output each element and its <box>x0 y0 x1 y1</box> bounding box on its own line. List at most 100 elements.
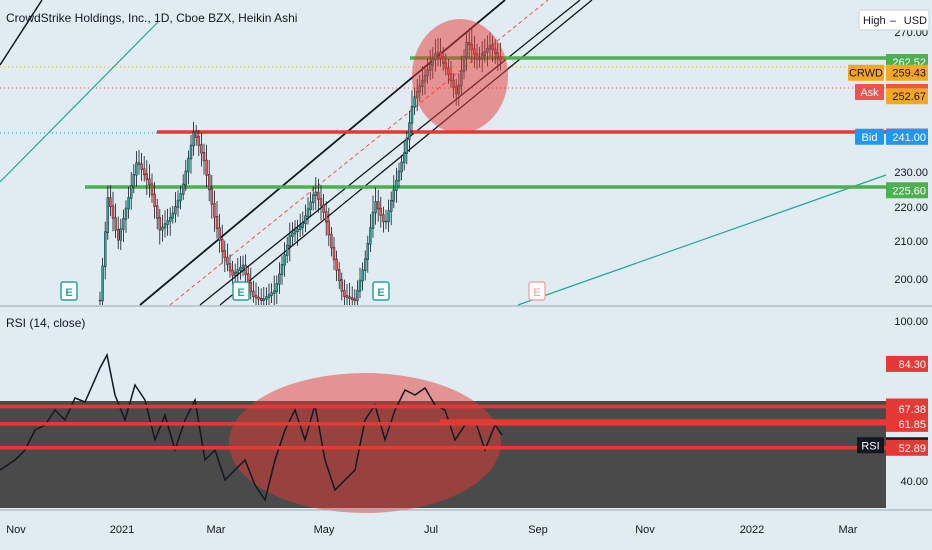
candle-body <box>158 217 162 231</box>
rsi-badge-value: 84.30 <box>898 359 926 371</box>
candle-body <box>161 226 164 231</box>
earnings-marker[interactable]: E <box>232 281 250 301</box>
candle-body <box>265 296 268 300</box>
candle-body <box>218 227 221 241</box>
candle-body <box>163 223 167 229</box>
candle-body <box>345 295 349 298</box>
rsi-badge-bg <box>886 415 928 432</box>
candle-body <box>384 220 388 223</box>
candle-body <box>200 144 203 154</box>
candle-body <box>340 279 343 292</box>
candle-body <box>223 250 227 259</box>
candle-body <box>103 231 107 268</box>
candle-body <box>364 258 367 271</box>
candle-body <box>353 298 356 302</box>
candle-body <box>236 269 240 274</box>
candle-body <box>210 188 214 205</box>
channel-middle-line[interactable] <box>199 0 581 306</box>
candle-body <box>301 222 304 228</box>
candle-body <box>184 170 188 186</box>
candle-body <box>98 299 102 302</box>
candle-body <box>395 179 398 192</box>
rsi-line <box>0 352 503 502</box>
candle-body <box>413 96 416 108</box>
price-highlight-ellipse <box>412 19 508 133</box>
candle-body <box>114 217 117 231</box>
candle-body <box>322 204 325 213</box>
trendline-left-black[interactable] <box>0 0 43 66</box>
rsi-pane[interactable]: RSI (14, close) <box>0 316 886 513</box>
candle-body <box>314 191 317 197</box>
price-badge-tag: Ask <box>860 87 879 99</box>
trendline-right-teal[interactable] <box>517 174 887 306</box>
candle-body <box>356 290 359 302</box>
candle-body <box>202 151 206 162</box>
earnings-marker[interactable]: E <box>60 281 78 301</box>
candle-body <box>207 174 211 191</box>
rsi-badge: 61.85 <box>886 415 928 432</box>
earnings-marker-upcoming[interactable]: E <box>528 281 546 301</box>
trendline-left-teal[interactable] <box>0 21 159 183</box>
candle-body <box>273 290 276 294</box>
candle-body <box>397 170 401 182</box>
candle-body <box>179 193 182 202</box>
candle-body <box>275 283 278 292</box>
earnings-marker-label: E <box>377 287 384 299</box>
candle-body <box>239 267 242 271</box>
candle-body <box>270 292 273 296</box>
candle-body <box>377 201 380 210</box>
candle-body <box>150 183 154 196</box>
candle-body <box>374 201 377 214</box>
candle-body <box>319 198 323 207</box>
candle-body <box>213 203 216 218</box>
candle-body <box>220 239 224 252</box>
candle-body <box>244 264 247 275</box>
candle-body <box>124 207 128 220</box>
candle-body <box>317 191 320 200</box>
candle-body <box>168 217 172 222</box>
candle-body <box>361 269 364 282</box>
candle-body <box>338 269 341 281</box>
candle-body <box>145 173 149 181</box>
price-tick-label: 210.00 <box>894 236 928 248</box>
price-badge-value: 225.60 <box>892 185 926 197</box>
candle-body <box>148 178 151 186</box>
time-axis[interactable]: Nov 2021 Mar May Jul Sep Nov 2022 Mar <box>0 509 932 536</box>
earnings-marker[interactable]: E <box>372 281 390 301</box>
earnings-marker-label: E <box>65 287 72 299</box>
time-tick-label: Sep <box>528 524 548 536</box>
candle-body <box>351 297 354 301</box>
channel-dashed-line[interactable] <box>169 0 549 306</box>
price-badge-value: 259.43 <box>892 68 926 80</box>
candle-body <box>197 136 201 146</box>
candle-body <box>228 263 232 272</box>
rsi-tick-label: 40.00 <box>900 476 928 488</box>
rsi-badge-tag: RSI <box>861 440 879 452</box>
price-badge: 252.67 <box>886 88 928 105</box>
rsi-tick-label: 100.00 <box>894 316 928 328</box>
price-badge-value: 241.00 <box>892 132 926 144</box>
candle-body <box>119 228 123 241</box>
candle-body <box>267 294 271 298</box>
candle-body <box>330 233 333 249</box>
price-pane[interactable]: E E E E CrowdStrike Holdings, Inc., 1D, … <box>0 0 887 306</box>
time-tick-label: 2021 <box>110 524 134 536</box>
candle-body <box>382 214 385 223</box>
candle-body <box>101 265 104 302</box>
rsi-scale[interactable]: 100.00 40.00 84.3068.3567.3862.9461.8553… <box>857 307 932 510</box>
earnings-marker-label: E <box>533 287 540 299</box>
candle-body <box>325 211 328 223</box>
time-tick-label: Mar <box>207 524 226 536</box>
candle-body <box>132 174 136 187</box>
candle-body <box>283 254 286 266</box>
price-badge-tag-bg <box>855 83 884 100</box>
price-tick-label: 230.00 <box>894 167 928 179</box>
price-scale[interactable]: 270.00 230.00 220.00 210.00 200.00 262.5… <box>848 0 932 305</box>
rsi-highlight-ellipse <box>229 373 501 513</box>
candle-body <box>371 211 375 229</box>
rsi-badge-bg <box>886 439 928 456</box>
scale-mode-chip[interactable]: High – USD <box>858 9 930 31</box>
price-badge-tag: Bid <box>862 132 878 144</box>
candle-body <box>405 138 408 155</box>
price-badge-bg <box>886 128 928 145</box>
